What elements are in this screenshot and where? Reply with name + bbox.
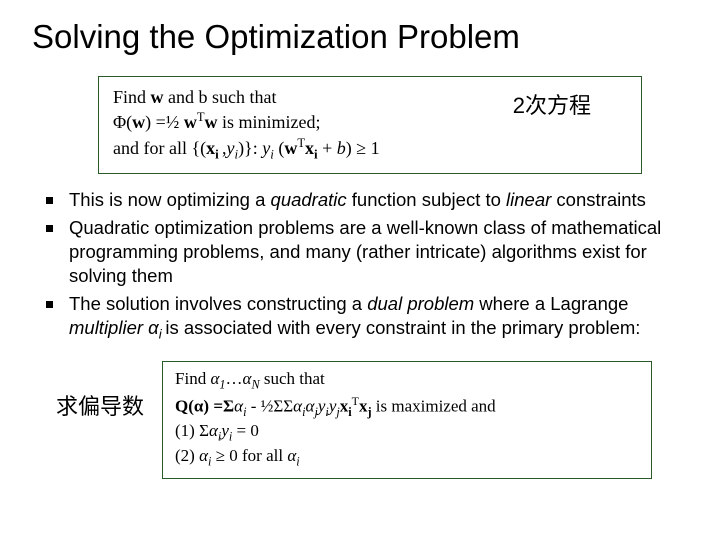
box2-line3: (1) Σαiyi = 0 [175,420,639,445]
bullet-text: This is now optimizing a quadratic funct… [69,188,646,212]
bullet-item: Quadratic optimization problems are a we… [46,216,672,288]
annotation-quadratic-eq: 2次方程 [513,91,591,121]
slide-title: Solving the Optimization Problem [28,18,692,56]
dual-problem-box: Find α1…αN such that Q(α) =Σαi - ½ΣΣαiαj… [162,361,652,479]
bullet-item: This is now optimizing a quadratic funct… [46,188,672,212]
bullet-text: The solution involves constructing a dua… [69,292,672,343]
bullet-item: The solution involves constructing a dua… [46,292,672,343]
slide: Solving the Optimization Problem Find w … [0,0,720,540]
bullet-marker-icon [46,301,53,308]
bullet-marker-icon [46,197,53,204]
box2-line1: Find α1…αN such that [175,368,639,393]
box2-line4: (2) αi ≥ 0 for all αi [175,445,639,470]
bullet-marker-icon [46,225,53,232]
bullet-text: Quadratic optimization problems are a we… [69,216,672,288]
box1-line3: and for all {(xi ,yi)}: yi (wTxi + b) ≥ … [113,135,627,163]
primal-problem-box: Find w and b such that Φ(w) =½ wTw is mi… [98,76,642,174]
annotation-partial-derivative: 求偏导数 [56,389,144,421]
box2-line2: Q(α) =Σαi - ½ΣΣαiαjyiyjxiTxj is maximize… [175,393,639,421]
bottom-row: 求偏导数 Find α1…αN such that Q(α) =Σαi - ½Σ… [28,361,692,479]
bullet-list: This is now optimizing a quadratic funct… [46,188,672,343]
